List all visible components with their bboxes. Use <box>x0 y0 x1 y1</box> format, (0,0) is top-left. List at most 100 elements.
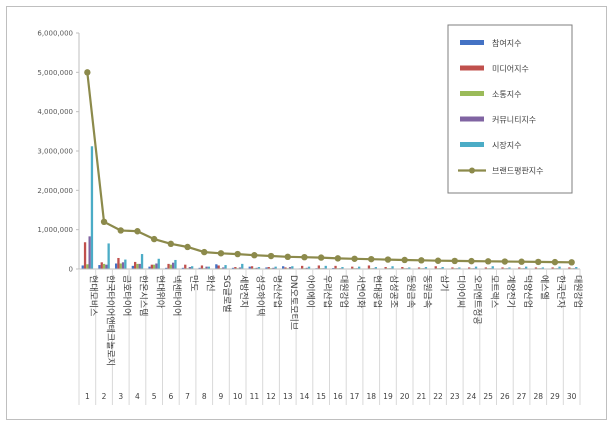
category-label-1: 현대모비스 <box>88 275 99 316</box>
bar-2-24 <box>468 267 471 269</box>
brand-index-point-3 <box>117 227 124 234</box>
bar-4-9 <box>222 267 225 269</box>
brand-index-point-23 <box>451 257 458 265</box>
category-index-17: 17 <box>350 392 360 401</box>
category-index-23: 23 <box>450 392 460 401</box>
bar-4-11 <box>255 267 258 269</box>
category-index-28: 28 <box>533 392 543 401</box>
category-label-12: 명신산업 <box>271 275 282 308</box>
bar-5-26 <box>508 267 511 269</box>
category-index-20: 20 <box>400 392 410 401</box>
category-label-29: 한국단자 <box>555 275 566 309</box>
category-index-19: 19 <box>383 392 393 401</box>
legend-box <box>447 24 573 194</box>
bar-2-27 <box>518 267 521 269</box>
brand-index-point-28 <box>535 258 542 266</box>
bar-2-17 <box>351 266 354 269</box>
category-label-23: 디아이씨 <box>455 275 466 308</box>
y-tick-label: 2,000,000 <box>37 187 73 195</box>
category-index-3: 3 <box>118 392 123 401</box>
bar-1-5 <box>148 266 151 269</box>
bar-1-13 <box>282 266 285 269</box>
bar-2-28 <box>534 267 538 269</box>
y-tick-label: 5,000,000 <box>37 69 73 77</box>
category-label-27: 덕양산업 <box>522 275 533 308</box>
bar-5-18 <box>374 267 377 269</box>
legend-label-2: 미디어지수 <box>492 64 529 74</box>
category-label-16: 대원강업 <box>338 275 349 308</box>
bar-4-14 <box>305 267 308 269</box>
bar-5-8 <box>207 266 210 269</box>
legend-label-5: 시장지수 <box>492 140 521 150</box>
brand-index-point-12 <box>267 252 275 260</box>
brand-index-point-17 <box>351 255 358 262</box>
bar-3-3 <box>119 263 122 269</box>
brand-index-point-9 <box>217 250 225 257</box>
brand-index-point-27 <box>518 258 525 265</box>
category-label-21: 동원금속 <box>422 275 433 308</box>
legend-label-4: 커뮤니티지수 <box>492 115 536 125</box>
bar-2-7 <box>184 264 187 269</box>
bar-1-9 <box>215 264 218 269</box>
category-label-17: 서연이화 <box>355 275 366 308</box>
bar-4-5 <box>155 263 158 269</box>
y-tick-label: 1,000,000 <box>37 226 73 234</box>
brand-index-point-13 <box>284 253 291 261</box>
category-label-3: 금호타이어 <box>121 275 132 316</box>
brand-index-point-14 <box>301 254 308 261</box>
category-index-2: 2 <box>102 392 107 401</box>
bar-5-4 <box>140 254 144 269</box>
category-index-4: 4 <box>135 392 140 401</box>
category-label-2: 한국타이어앤테크놀로지 <box>104 275 115 366</box>
brand-index-point-19 <box>384 256 392 263</box>
brand-index-point-30 <box>568 259 575 266</box>
bar-1-12 <box>265 267 268 269</box>
category-label-5: 현대위아 <box>154 275 165 309</box>
bar-1-4 <box>131 265 134 269</box>
bar-2-25 <box>484 267 487 269</box>
category-index-13: 13 <box>283 392 293 401</box>
bar-2-12 <box>267 267 270 269</box>
bar-1-1 <box>81 265 84 269</box>
category-index-22: 22 <box>433 392 443 401</box>
legend-swatch-5 <box>460 142 484 147</box>
y-tick-label: 6,000,000 <box>37 30 73 38</box>
category-index-16: 16 <box>333 392 343 401</box>
bar-5-3 <box>124 259 127 269</box>
brand-reputation-chart: 0 1,000,000 2,000,000 3,000,000 4,000,000 5,0… <box>37 24 583 405</box>
bar-2-8 <box>200 265 204 269</box>
category-index-21: 21 <box>417 392 427 401</box>
bar-2-26 <box>501 267 504 269</box>
bar-5-2 <box>107 243 110 269</box>
bar-5-20 <box>408 267 411 269</box>
bar-5-19 <box>391 266 394 269</box>
bar-2-23 <box>451 267 454 269</box>
x-axis: 현대모비스 1 한국타이어앤테크놀로지 2 금호타이어 3 한온시스템 4 현대위아 5 넥센타이어… <box>78 268 583 405</box>
category-label-14: 아이에이 <box>305 275 316 308</box>
category-label-28: 에스엘 <box>538 275 549 300</box>
bar-5-30 <box>575 267 578 269</box>
category-index-10: 10 <box>233 392 243 401</box>
category-label-22: 삼기 <box>438 275 449 292</box>
y-tick-label: 3,000,000 <box>37 148 73 156</box>
bar-4-7 <box>188 267 191 269</box>
brand-index-point-16 <box>334 255 342 262</box>
bar-2-20 <box>401 267 404 269</box>
category-label-13: DN오토모티브 <box>288 275 299 330</box>
brand-index-point-7 <box>184 243 191 251</box>
category-index-25: 25 <box>483 392 493 401</box>
bar-5-22 <box>441 267 444 269</box>
bar-2-6 <box>167 263 170 269</box>
legend-label-6: 브랜드평판지수 <box>492 166 544 176</box>
bar-2-5 <box>150 264 153 269</box>
brand-index-point-10 <box>234 250 241 258</box>
category-index-7: 7 <box>185 392 190 401</box>
category-label-25: 모트렉스 <box>488 275 499 308</box>
bar-5-25 <box>491 266 494 269</box>
legend-swatch-4 <box>460 116 484 122</box>
brand-index-point-11 <box>251 252 258 259</box>
category-index-1: 1 <box>85 392 90 401</box>
bar-4-8 <box>205 266 208 269</box>
legend-swatch-1 <box>460 40 484 45</box>
